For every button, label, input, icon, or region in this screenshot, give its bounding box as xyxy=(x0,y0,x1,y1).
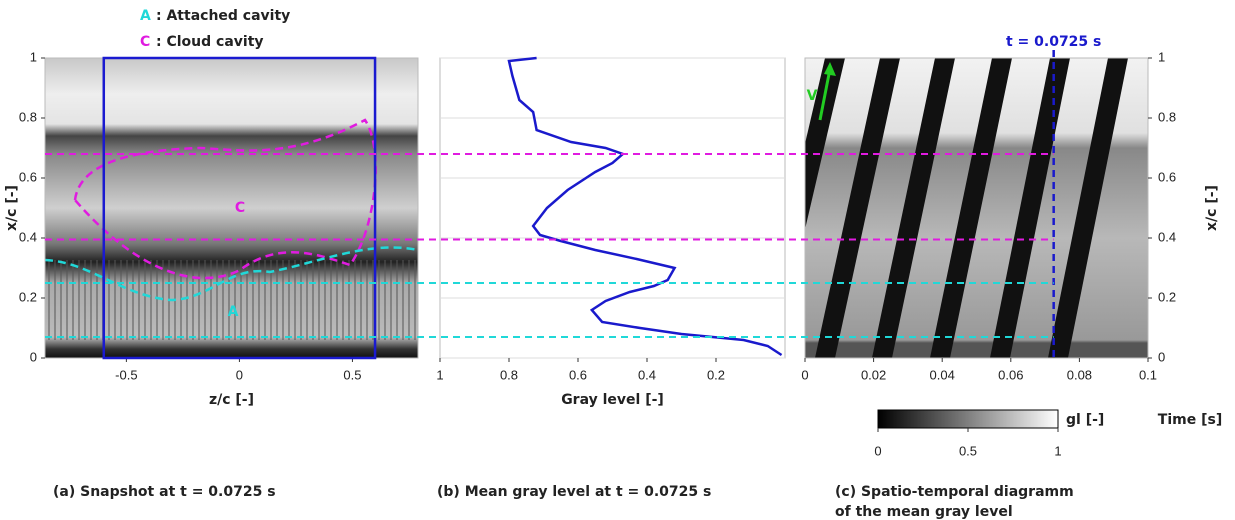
y-tick-label: 0.6 xyxy=(1158,169,1176,184)
colorbar-tick-label: 0 xyxy=(874,443,881,458)
region-label: C xyxy=(235,200,245,216)
y-tick-label: 1 xyxy=(30,49,37,64)
colorbar-tick-label: 1 xyxy=(1054,443,1061,458)
x-tick-label: 0 xyxy=(236,367,243,382)
colorbar xyxy=(877,409,1059,429)
y-axis-label: x/c [-] xyxy=(4,185,20,231)
caption: (a) Snapshot at t = 0.0725 s xyxy=(53,484,276,500)
x-tick-label: 0 xyxy=(801,367,808,382)
plot-frame xyxy=(804,57,1149,359)
legend-text: : Cloud cavity xyxy=(156,34,264,50)
time-marker-label: t = 0.0725 s xyxy=(1006,34,1101,50)
x-tick-label: 0.02 xyxy=(861,367,886,382)
y-tick-label: 0 xyxy=(1158,349,1165,364)
y-tick-label: 0.4 xyxy=(19,229,37,244)
plot-frame xyxy=(439,57,786,359)
x-tick-label: 0.08 xyxy=(1067,367,1092,382)
y-tick-label: 0.6 xyxy=(19,169,37,184)
colorbar-tick-label: 0.5 xyxy=(959,443,977,458)
region-label: A xyxy=(228,304,239,320)
legend-text: : Attached cavity xyxy=(156,8,290,24)
y-tick-label: 0.8 xyxy=(1158,109,1176,124)
field-box xyxy=(102,56,377,360)
x-tick-label: 0.06 xyxy=(998,367,1023,382)
caption: (b) Mean gray level at t = 0.0725 s xyxy=(437,484,711,500)
y-tick-label: 0.2 xyxy=(19,289,37,304)
legend-key: A xyxy=(140,8,151,24)
x-axis-label: Gray level [-] xyxy=(561,392,664,408)
x-tick-label: 0.04 xyxy=(930,367,955,382)
gray-level-line xyxy=(507,56,783,357)
y-tick-label: 0 xyxy=(30,349,37,364)
y-tick-label: 0.8 xyxy=(19,109,37,124)
x-tick-label: 0.5 xyxy=(343,367,361,382)
x-tick-label: 0.6 xyxy=(569,367,587,382)
caption: of the mean gray level xyxy=(835,504,1013,520)
x-tick-label: 0.1 xyxy=(1139,367,1157,382)
x-axis-label: z/c [-] xyxy=(209,392,254,408)
velocity-label: V xyxy=(807,88,818,104)
snapshot-image xyxy=(44,58,419,358)
x-tick-label: 1 xyxy=(436,367,443,382)
caption: (c) Spatio-temporal diagramm xyxy=(835,484,1074,500)
y-axis-label: x/c [-] xyxy=(1204,185,1220,231)
y-tick-label: 0.2 xyxy=(1158,289,1176,304)
legend-key: C xyxy=(140,34,150,50)
x-tick-label: -0.5 xyxy=(115,367,137,382)
y-tick-label: 0.4 xyxy=(1158,229,1176,244)
x-tick-label: 0.2 xyxy=(707,367,725,382)
y-tick-label: 1 xyxy=(1158,49,1165,64)
colorbar-label: gl [-] xyxy=(1066,412,1104,428)
x-tick-label: 0.8 xyxy=(500,367,518,382)
x-tick-label: 0.4 xyxy=(638,367,656,382)
x-axis-label: Time [s] xyxy=(1158,412,1222,428)
